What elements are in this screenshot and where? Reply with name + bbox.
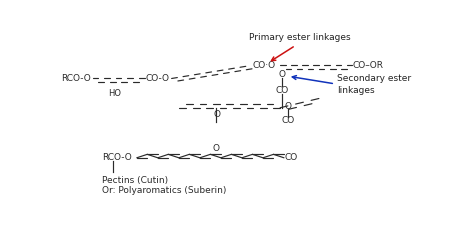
Text: CO: CO — [281, 116, 294, 125]
Text: O: O — [278, 70, 285, 79]
Text: CO·O: CO·O — [252, 61, 275, 70]
Text: Or: Polyaromatics (Suberin): Or: Polyaromatics (Suberin) — [102, 186, 226, 195]
Text: O: O — [284, 102, 292, 111]
Text: Primary ester linkages: Primary ester linkages — [249, 33, 350, 42]
Text: RCO-O: RCO-O — [61, 74, 91, 83]
Text: CO: CO — [285, 153, 298, 162]
Text: CO-O: CO-O — [145, 74, 169, 83]
Text: O: O — [214, 110, 221, 119]
Text: HO: HO — [109, 89, 121, 98]
Text: CO: CO — [275, 86, 288, 95]
Text: RCO-O: RCO-O — [102, 153, 132, 162]
Text: Pectins (Cutin): Pectins (Cutin) — [102, 176, 168, 185]
Text: O: O — [212, 144, 219, 153]
Text: Secondary ester
linkages: Secondary ester linkages — [337, 74, 411, 95]
Text: CO–OR: CO–OR — [353, 61, 384, 70]
